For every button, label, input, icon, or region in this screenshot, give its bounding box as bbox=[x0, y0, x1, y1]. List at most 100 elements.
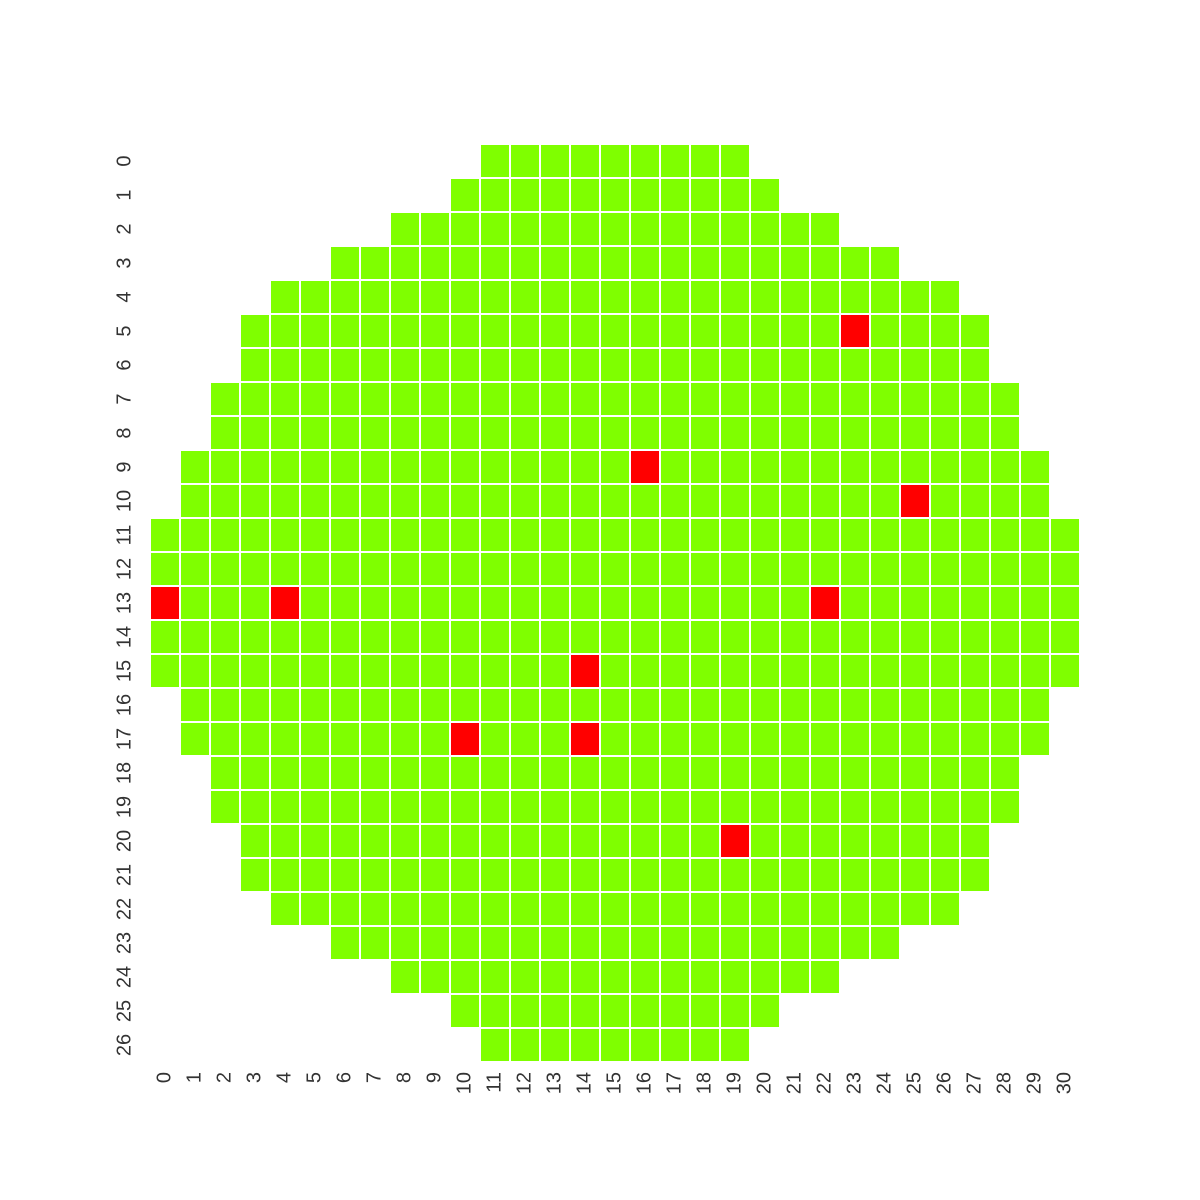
die-cell-fail bbox=[841, 315, 869, 347]
die-cell-pass bbox=[661, 689, 689, 721]
die-cell-pass bbox=[391, 417, 419, 449]
die-cell-pass bbox=[301, 315, 329, 347]
die-cell-pass bbox=[421, 655, 449, 687]
die-cell-pass bbox=[421, 791, 449, 823]
die-cell-pass bbox=[871, 927, 899, 959]
die-cell-pass bbox=[421, 451, 449, 483]
die-cell-pass bbox=[781, 247, 809, 279]
die-cell-pass bbox=[361, 927, 389, 959]
die-cell-pass bbox=[1021, 655, 1049, 687]
die-cell-pass bbox=[721, 247, 749, 279]
die-cell-pass bbox=[841, 349, 869, 381]
die-cell-pass bbox=[991, 553, 1019, 585]
die-cell-pass bbox=[691, 893, 719, 925]
die-cell-pass bbox=[211, 519, 239, 551]
die-cell-pass bbox=[811, 825, 839, 857]
die-cell-pass bbox=[841, 757, 869, 789]
die-cell-pass bbox=[331, 485, 359, 517]
die-cell-pass bbox=[241, 485, 269, 517]
die-cell-pass bbox=[961, 757, 989, 789]
die-cell-pass bbox=[721, 757, 749, 789]
die-cell-pass bbox=[691, 1029, 719, 1061]
die-cell-pass bbox=[961, 587, 989, 619]
die-cell-pass bbox=[751, 213, 779, 245]
die-cell-pass bbox=[541, 451, 569, 483]
die-cell-pass bbox=[601, 451, 629, 483]
die-cell-pass bbox=[331, 553, 359, 585]
die-cell-pass bbox=[901, 315, 929, 347]
die-cell-pass bbox=[661, 247, 689, 279]
die-cell-pass bbox=[571, 247, 599, 279]
die-cell-pass bbox=[691, 927, 719, 959]
die-cell-pass bbox=[241, 349, 269, 381]
die-cell-pass bbox=[601, 587, 629, 619]
die-cell-pass bbox=[151, 655, 179, 687]
die-cell-pass bbox=[811, 451, 839, 483]
die-cell-pass bbox=[571, 791, 599, 823]
die-cell-pass bbox=[691, 315, 719, 347]
die-cell-pass bbox=[751, 961, 779, 993]
die-cell-pass bbox=[841, 791, 869, 823]
die-cell-pass bbox=[661, 621, 689, 653]
y-tick-label: 23 bbox=[113, 932, 135, 954]
die-cell-pass bbox=[751, 723, 779, 755]
die-cell-pass bbox=[661, 757, 689, 789]
die-cell-pass bbox=[511, 179, 539, 211]
die-cell-pass bbox=[691, 757, 719, 789]
die-cell-pass bbox=[241, 383, 269, 415]
die-cell-pass bbox=[871, 655, 899, 687]
die-cell-pass bbox=[301, 791, 329, 823]
die-cell-pass bbox=[301, 281, 329, 313]
die-cell-pass bbox=[481, 349, 509, 381]
die-cell-pass bbox=[571, 859, 599, 891]
die-cell-pass bbox=[451, 315, 479, 347]
die-cell-pass bbox=[451, 519, 479, 551]
die-cell-pass bbox=[871, 519, 899, 551]
die-cell-pass bbox=[391, 621, 419, 653]
die-cell-pass bbox=[421, 315, 449, 347]
die-cell-pass bbox=[871, 757, 899, 789]
die-cell-pass bbox=[751, 655, 779, 687]
die-cell-pass bbox=[541, 485, 569, 517]
die-cell-pass bbox=[571, 315, 599, 347]
die-cell-pass bbox=[931, 791, 959, 823]
die-cell-pass bbox=[661, 451, 689, 483]
die-cell-pass bbox=[511, 519, 539, 551]
die-cell-pass bbox=[271, 451, 299, 483]
die-cell-pass bbox=[481, 621, 509, 653]
die-cell-pass bbox=[151, 621, 179, 653]
die-cell-pass bbox=[481, 145, 509, 177]
die-cell-pass bbox=[391, 825, 419, 857]
die-cell-pass bbox=[391, 553, 419, 585]
die-cell-pass bbox=[931, 757, 959, 789]
die-cell-pass bbox=[241, 621, 269, 653]
die-cell-pass bbox=[691, 349, 719, 381]
die-cell-pass bbox=[511, 859, 539, 891]
die-cell-pass bbox=[601, 281, 629, 313]
y-tick-label: 19 bbox=[113, 796, 135, 818]
die-cell-pass bbox=[361, 621, 389, 653]
die-cell-pass bbox=[241, 315, 269, 347]
die-cell-fail bbox=[571, 655, 599, 687]
die-cell-pass bbox=[541, 213, 569, 245]
die-cell-pass bbox=[481, 315, 509, 347]
die-cell-pass bbox=[481, 417, 509, 449]
y-tick-label: 20 bbox=[113, 830, 135, 852]
die-cell-pass bbox=[451, 825, 479, 857]
die-cell-pass bbox=[421, 247, 449, 279]
die-cell-pass bbox=[781, 451, 809, 483]
die-cell-pass bbox=[871, 451, 899, 483]
die-cell-pass bbox=[601, 315, 629, 347]
die-cell-pass bbox=[601, 893, 629, 925]
die-cell-pass bbox=[781, 213, 809, 245]
die-cell-pass bbox=[361, 757, 389, 789]
die-cell-pass bbox=[961, 417, 989, 449]
die-cell-pass bbox=[361, 281, 389, 313]
die-cell-pass bbox=[451, 247, 479, 279]
die-cell-pass bbox=[271, 655, 299, 687]
die-cell-pass bbox=[841, 451, 869, 483]
die-cell-pass bbox=[751, 281, 779, 313]
die-cell-pass bbox=[421, 723, 449, 755]
die-cell-pass bbox=[841, 553, 869, 585]
die-cell-pass bbox=[451, 757, 479, 789]
